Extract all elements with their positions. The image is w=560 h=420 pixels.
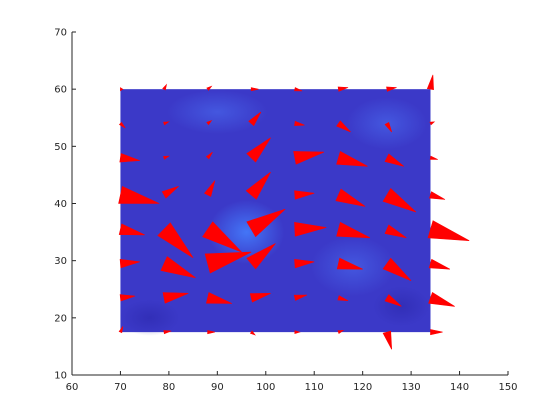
vector-arrow: [161, 186, 179, 199]
vector-arrow: [382, 257, 412, 281]
x-tick-label: 100: [256, 382, 275, 393]
vector-arrow: [205, 151, 213, 160]
vector-arrow: [293, 294, 308, 301]
y-tick-label: 50: [54, 142, 67, 153]
axes: 60 70 80 90 100 110 120 130 140 150 10 20 30 40 50 60 70: [54, 28, 517, 394]
vector-arrow: [119, 153, 140, 163]
vector-arrow: [384, 121, 392, 133]
x-tick-label: 120: [353, 382, 372, 393]
vector-arrow: [163, 121, 170, 126]
vector-arrow: [245, 171, 271, 200]
vector-arrow: [160, 256, 196, 279]
vector-arrow: [162, 83, 168, 91]
vector-arrow: [118, 121, 126, 129]
vector-arrow: [207, 330, 215, 335]
vector-arrow: [249, 330, 256, 336]
y-tick-label: 20: [54, 313, 67, 324]
vector-arrow: [206, 292, 233, 304]
vector-arrow: [384, 153, 404, 167]
surface-image: [119, 89, 431, 336]
vector-arrow: [430, 329, 443, 336]
vector-arrow: [206, 85, 213, 91]
vector-arrow: [163, 330, 172, 335]
vector-arrow: [163, 155, 170, 160]
vector-arrow: [426, 74, 434, 91]
vector-arrow: [384, 224, 407, 239]
x-tick-label: 140: [450, 382, 469, 393]
vector-arrow: [118, 185, 160, 204]
vector-arrow: [246, 137, 271, 163]
y-tick-label: 70: [54, 28, 67, 39]
x-tick-label: 150: [498, 382, 517, 393]
y-tick-label: 40: [54, 199, 67, 210]
vector-arrow: [119, 294, 136, 302]
vector-arrow: [335, 188, 366, 207]
vector-arrow: [202, 221, 242, 253]
vector-arrow: [162, 292, 189, 304]
vector-arrow: [336, 221, 371, 239]
vector-arrow: [428, 258, 451, 270]
y-tick-label: 10: [54, 371, 67, 382]
vector-arrow: [428, 292, 455, 307]
vector-arrow: [246, 243, 276, 270]
vector-arrow: [204, 251, 252, 274]
vector-arrow: [249, 293, 271, 303]
vector-arrow: [429, 155, 438, 160]
vector-arrow: [336, 257, 363, 270]
vector-arrow: [384, 294, 402, 307]
vector-arrow: [120, 87, 124, 92]
vector-arrow: [429, 191, 446, 200]
vector-arrow: [248, 111, 262, 127]
image-highlight: [167, 90, 268, 135]
vector-arrow: [118, 326, 124, 334]
vector-arrow: [294, 190, 315, 200]
vector-arrow: [429, 121, 436, 126]
vector-arrow: [294, 87, 303, 92]
image-shadow: [119, 299, 180, 336]
vector-arrow: [118, 223, 145, 236]
x-tick-label: 90: [211, 382, 224, 393]
x-tick-label: 80: [163, 382, 176, 393]
vector-arrow: [294, 221, 327, 237]
vector-arrow: [382, 188, 417, 213]
vector-field: [118, 74, 470, 350]
vector-arrow: [250, 87, 259, 92]
vector-arrow: [336, 150, 368, 167]
vector-arrow: [382, 330, 392, 350]
vector-arrow: [337, 295, 349, 301]
vector-arrow: [294, 120, 305, 126]
vector-arrow: [337, 86, 349, 92]
x-tick-label: 110: [305, 382, 324, 393]
vector-arrow: [337, 330, 345, 334]
vector-arrow: [386, 86, 397, 92]
vector-arrow: [336, 120, 351, 133]
vector-arrow: [157, 222, 194, 259]
x-tick-label: 70: [114, 382, 127, 393]
vector-arrow: [119, 258, 140, 269]
vector-arrow: [427, 220, 470, 241]
vector-arrow: [293, 151, 325, 165]
vector-arrow: [204, 180, 216, 197]
vector-arrow: [246, 208, 286, 238]
vector-arrow: [206, 119, 213, 126]
vector-arrow: [294, 258, 315, 269]
x-tick-label: 130: [402, 382, 421, 393]
vector-arrow: [294, 330, 301, 335]
x-tick-label: 60: [66, 382, 79, 393]
y-tick-label: 30: [54, 256, 67, 267]
y-tick-label: 60: [54, 85, 67, 96]
